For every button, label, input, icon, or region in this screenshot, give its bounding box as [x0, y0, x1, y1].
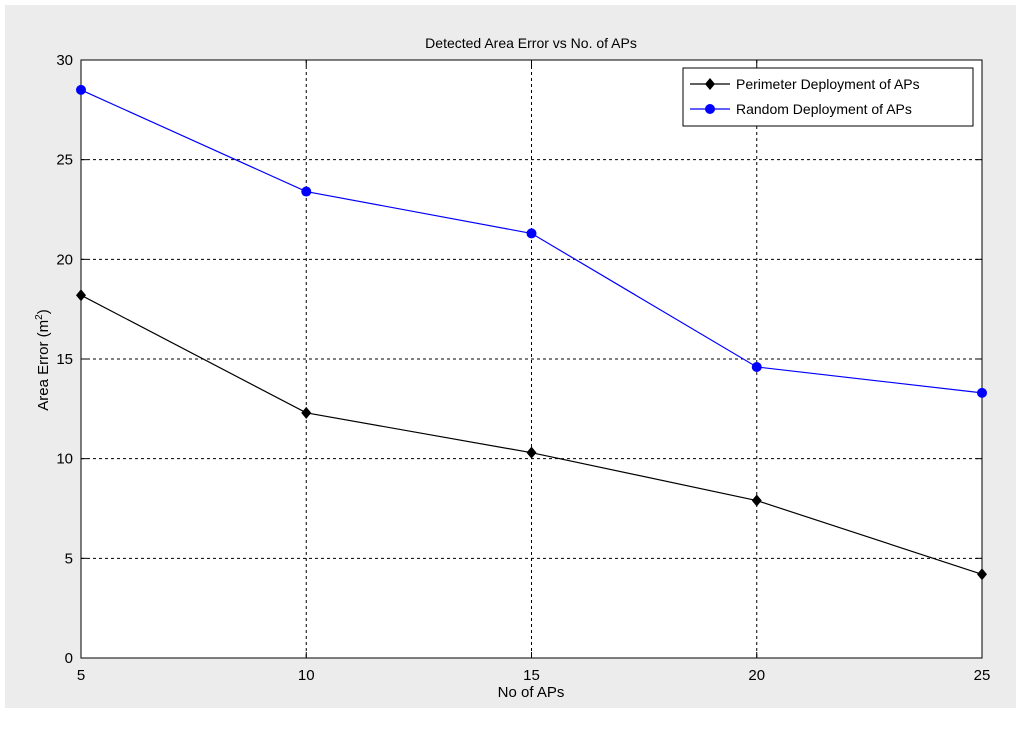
- legend-label-random: Random Deployment of APs: [736, 101, 912, 117]
- x-tick-label: 25: [974, 667, 991, 684]
- series-layer: [76, 84, 987, 581]
- legend-marker-perimeter: [705, 78, 715, 90]
- y-axis-label-superscript: 2: [34, 314, 45, 320]
- legend-marker-random: [705, 104, 715, 114]
- chart-title: Detected Area Error vs No. of APs: [425, 35, 637, 51]
- data-point-perimeter: [76, 289, 86, 302]
- data-point-perimeter: [526, 446, 537, 459]
- data-point-perimeter: [977, 568, 987, 581]
- legend: Perimeter Deployment of APs Random Deplo…: [682, 67, 974, 127]
- x-tick-label: 15: [523, 667, 540, 684]
- y-tick-label: 25: [56, 152, 73, 169]
- legend-box: [682, 67, 974, 127]
- y-axis-label-text: Area Error (m: [35, 320, 52, 411]
- y-tick-label: 0: [65, 650, 73, 667]
- x-tick-label: 5: [77, 667, 85, 684]
- data-point-perimeter: [301, 406, 312, 419]
- data-point-random: [751, 361, 762, 372]
- y-tick-label: 5: [65, 550, 73, 567]
- y-axis-label-end: ): [35, 309, 52, 314]
- legend-label-perimeter: Perimeter Deployment of APs: [736, 76, 920, 92]
- y-tick-label: 20: [56, 251, 73, 268]
- data-point-random: [526, 228, 537, 239]
- y-tick-label: 15: [56, 351, 73, 368]
- data-point-random: [76, 84, 86, 95]
- y-tick-label: 10: [56, 451, 73, 468]
- data-point-perimeter: [751, 494, 762, 507]
- data-point-random: [977, 387, 987, 398]
- y-axis-label: Area Error (m2): [34, 309, 52, 410]
- data-point-random: [301, 186, 312, 197]
- x-tick-label: 10: [298, 667, 315, 684]
- y-tick-label: 30: [56, 52, 73, 69]
- x-tick-label: 20: [748, 667, 765, 684]
- x-axis-label: No of APs: [498, 684, 565, 701]
